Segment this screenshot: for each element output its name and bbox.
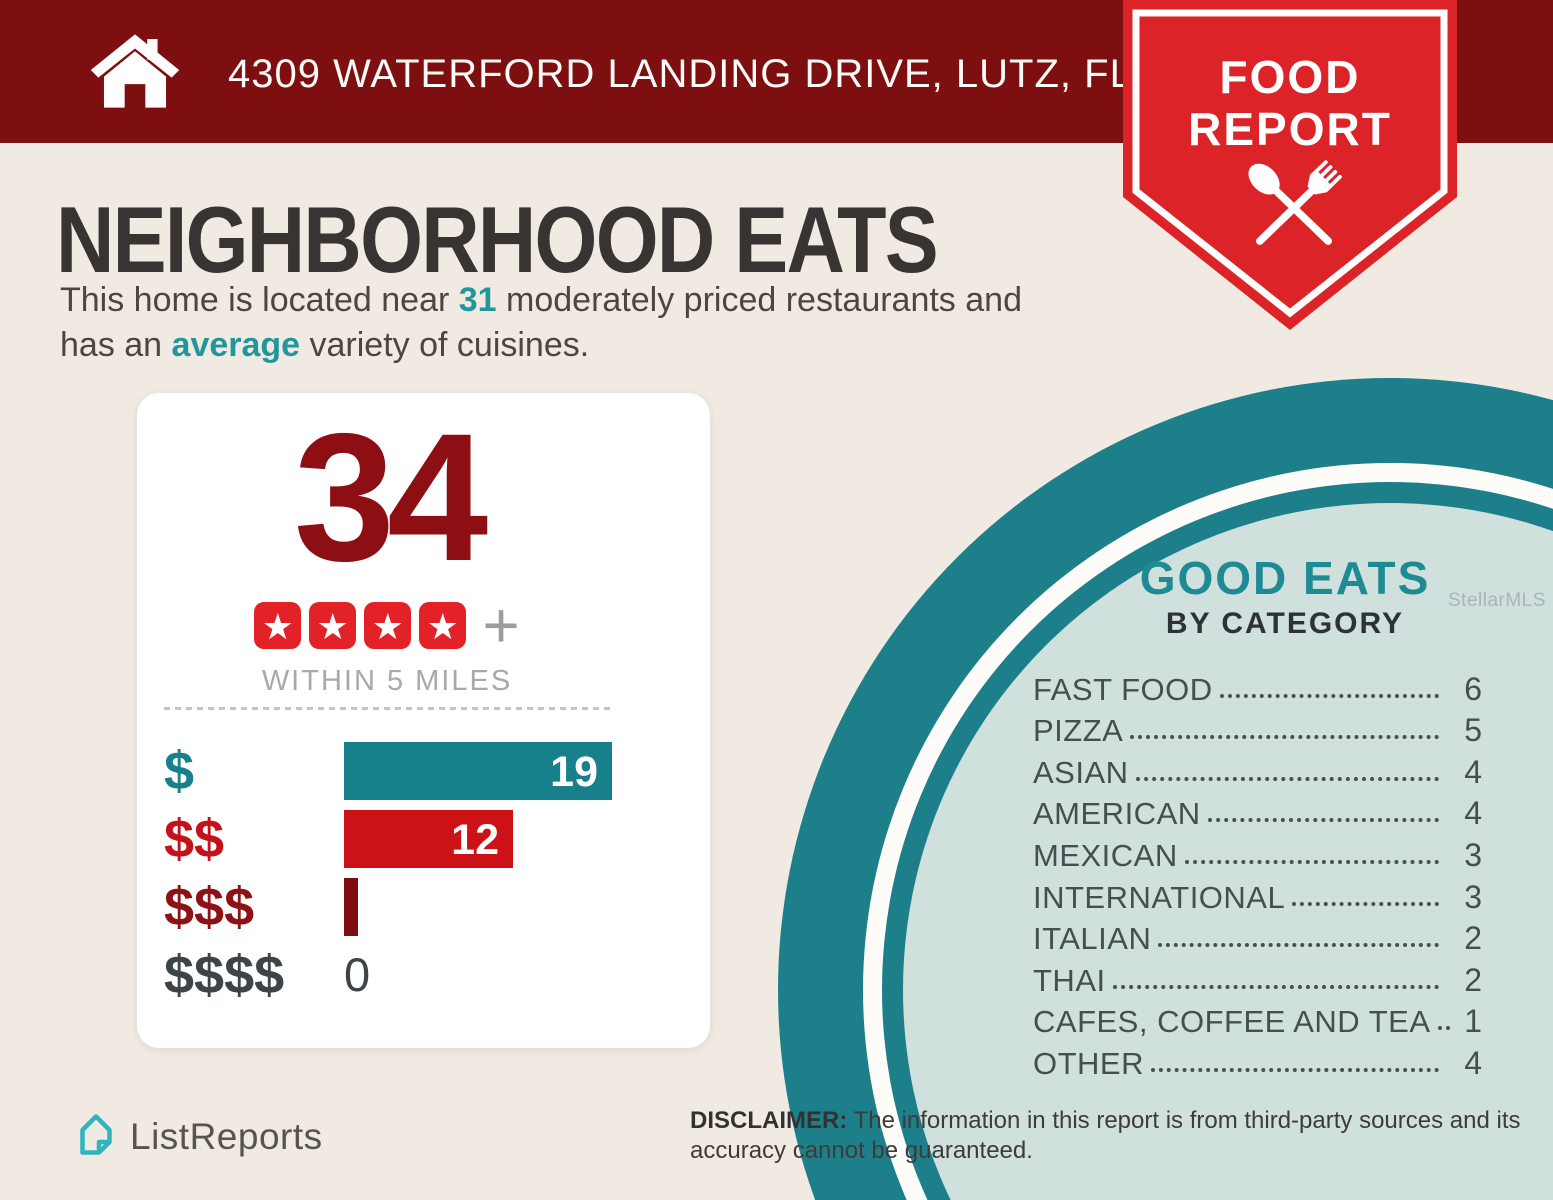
property-address: 4309 WATERFORD LANDING DRIVE, LUTZ, FL 3…	[228, 52, 1260, 96]
disclaimer-text-2: accuracy cannot be guaranteed.	[690, 1137, 1033, 1164]
category-count: 2	[1464, 920, 1482, 957]
category-count: 5	[1464, 712, 1482, 749]
dot-leader	[1130, 735, 1439, 740]
category-count: 3	[1464, 878, 1482, 915]
category-count: 1	[1464, 1003, 1482, 1040]
category-row: INTERNATIONAL 3	[1033, 876, 1482, 918]
dot-leader	[1158, 943, 1439, 948]
price-label-2: $$	[164, 809, 225, 869]
category-row: THAI 2	[1033, 959, 1482, 1001]
plus-icon: +	[482, 589, 520, 661]
price-label-3: $$$	[164, 877, 255, 937]
category-label: CAFES, COFFEE AND TEA	[1033, 1004, 1431, 1040]
ribbon-line1: FOOD	[1220, 51, 1361, 103]
category-row: ASIAN 4	[1033, 751, 1482, 793]
category-label: FAST FOOD	[1033, 671, 1213, 707]
home-icon	[90, 34, 180, 108]
food-report-ribbon: FOOD REPORT	[1123, 0, 1457, 330]
category-label: ASIAN	[1033, 754, 1129, 790]
disclaimer-label: DISCLAIMER:	[690, 1107, 848, 1134]
intro-paragraph: This home is located near 31 moderately …	[60, 278, 1070, 368]
good-eats-title: GOOD EATS	[1139, 552, 1431, 604]
category-label: OTHER	[1033, 1045, 1144, 1081]
category-row: PIZZA 5	[1033, 710, 1482, 752]
disclaimer: DISCLAIMER: The information in this repo…	[690, 1106, 1540, 1166]
category-row: FAST FOOD 6	[1033, 668, 1482, 710]
intro-text-1: This home is located near	[60, 281, 459, 319]
dot-leader	[1437, 1026, 1450, 1031]
dot-leader	[1135, 776, 1439, 781]
rating-summary: 34 ★ ★ ★ ★ + WITHIN 5 MILES	[137, 393, 637, 698]
variety-highlight: average	[171, 326, 301, 364]
price-label-4: $$$$	[164, 945, 285, 1005]
bar-value-1: 19	[550, 748, 598, 796]
category-count: 3	[1464, 836, 1482, 873]
category-label: PIZZA	[1033, 713, 1124, 749]
category-label: THAI	[1033, 962, 1106, 998]
category-row: OTHER 4	[1033, 1042, 1482, 1084]
dot-leader	[1292, 901, 1439, 906]
listreports-logo-icon	[80, 1114, 112, 1155]
category-label: AMERICAN	[1033, 796, 1201, 832]
category-row: MEXICAN 3	[1033, 834, 1482, 876]
restaurant-total-count: 34	[293, 395, 488, 599]
restaurant-stats-card: 34 ★ ★ ★ ★ + WITHIN 5 MILES $ 19 $$ 12 $…	[137, 393, 710, 1048]
intro-text-3: has an	[60, 326, 172, 364]
bar-price-3: 1	[320, 878, 358, 936]
dot-leader	[1184, 859, 1439, 864]
disclaimer-text-1: The information in this report is from t…	[847, 1107, 1521, 1134]
bar-value-2: 12	[451, 816, 499, 864]
divider-dashed	[164, 707, 614, 710]
dot-leader	[1112, 984, 1439, 989]
intro-text-4: variety of cuisines.	[300, 326, 590, 364]
intro-text-2: moderately priced restaurants and	[496, 281, 1022, 319]
category-row: AMERICAN 4	[1033, 793, 1482, 835]
good-eats-subtitle: BY CATEGORY	[1165, 607, 1405, 640]
category-row: CAFES, COFFEE AND TEA 1	[1033, 1001, 1482, 1043]
ribbon-line2: REPORT	[1188, 103, 1392, 155]
star-icon: ★	[254, 601, 302, 649]
bar-value-3: 1	[320, 884, 344, 932]
bar-price-1: 19	[344, 742, 612, 800]
category-count: 6	[1464, 670, 1482, 707]
spoon-fork-icon	[1248, 160, 1342, 245]
radius-label: WITHIN 5 MILES	[261, 665, 513, 697]
category-label: ITALIAN	[1033, 921, 1152, 957]
star-icon: ★	[364, 601, 412, 649]
dot-leader	[1151, 1067, 1439, 1072]
star-icon: ★	[309, 601, 357, 649]
category-label: MEXICAN	[1033, 837, 1178, 873]
category-count: 2	[1464, 961, 1482, 998]
page-title: NEIGHBORHOOD EATS	[56, 187, 939, 292]
category-row: ITALIAN 2	[1033, 918, 1482, 960]
category-count: 4	[1464, 1044, 1482, 1081]
category-count: 4	[1464, 753, 1482, 790]
bar-price-2: 12	[344, 810, 513, 868]
bar-value-4: 0	[344, 948, 371, 1001]
dot-leader	[1207, 818, 1439, 823]
category-label: INTERNATIONAL	[1033, 879, 1286, 915]
listreports-logo-text: ListReports	[130, 1116, 323, 1157]
star-rating: ★ ★ ★ ★ +	[137, 589, 637, 661]
category-count: 4	[1464, 795, 1482, 832]
category-list: FAST FOOD 6 PIZZA 5 ASIAN 4 AMERICAN 4 M…	[1033, 668, 1482, 1084]
stellar-mls-watermark: StellarMLS	[1448, 590, 1546, 611]
star-icon: ★	[419, 601, 467, 649]
dot-leader	[1219, 693, 1439, 698]
restaurant-count: 31	[458, 281, 497, 319]
price-label-1: $	[164, 741, 195, 801]
